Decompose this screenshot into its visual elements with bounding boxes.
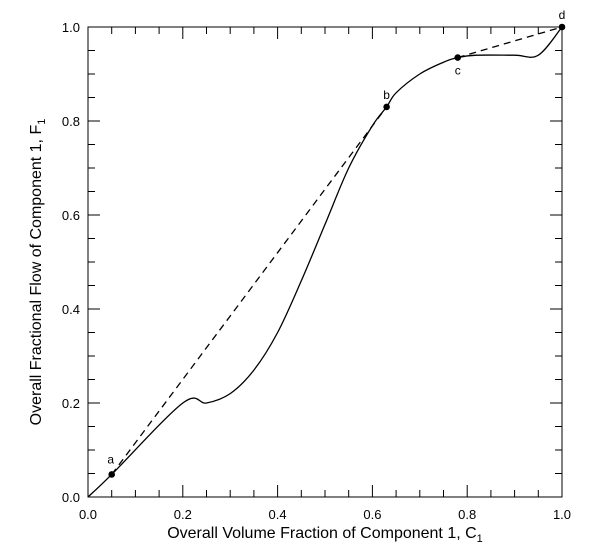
point-c-marker (454, 54, 462, 61)
x-tick-label: 0.2 (174, 507, 192, 522)
y-tick-label: 0.6 (62, 208, 80, 223)
point-a-label: a (107, 452, 114, 466)
point-d-label: d (559, 8, 566, 22)
tick-labels: 0.0 0.2 0.4 0.6 0.8 1.0 0.0 0.2 0.4 0.6 0.8 1.0 (62, 20, 571, 522)
y-tick-label: 1.0 (62, 20, 80, 35)
x-tick-label: 0.8 (458, 507, 476, 522)
point-b-marker (383, 103, 390, 111)
plot-frame (87, 26, 563, 498)
y-axis-title: Overall Fractional Flow of Component 1, … (28, 119, 48, 426)
fractional-flow-curve (87, 26, 563, 498)
series-layer (87, 26, 563, 498)
points-layer: a b c d (107, 8, 565, 478)
y-axis-title-subscript: 1 (36, 119, 48, 125)
y-tick-label: 0.0 (62, 490, 80, 505)
point-b-label: b (383, 88, 390, 102)
x-axis-title: Overall Volume Fraction of Component 1, … (167, 525, 483, 545)
dashed-tangent-line (111, 106, 388, 475)
x-axis-title-subscript: 1 (477, 533, 483, 545)
point-c-label: c (455, 64, 461, 78)
axis-ticks (88, 27, 562, 497)
y-tick-label: 0.2 (62, 396, 80, 411)
x-tick-label: 1.0 (553, 507, 571, 522)
x-tick-label: 0.6 (363, 507, 381, 522)
y-tick-label: 0.8 (62, 114, 80, 129)
point-d-marker (558, 23, 566, 31)
dashed-tangent-line (457, 26, 563, 59)
y-tick-label: 0.4 (62, 302, 80, 317)
point-a-marker (108, 471, 115, 478)
x-tick-label: 0.0 (79, 507, 97, 522)
x-tick-label: 0.4 (269, 507, 287, 522)
